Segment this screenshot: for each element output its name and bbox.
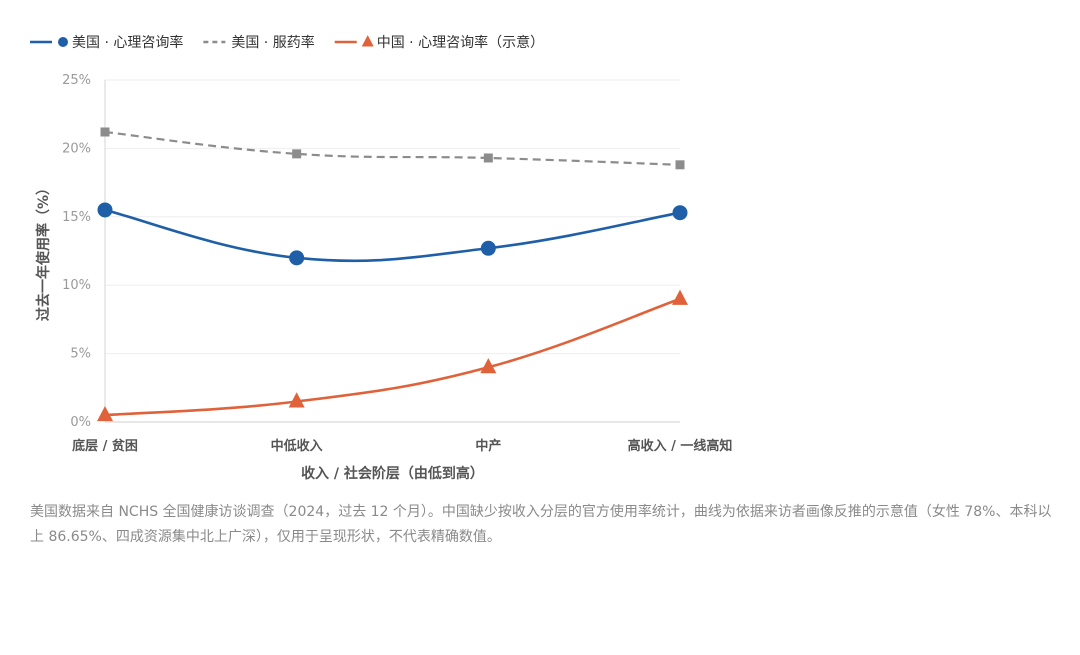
series-line-1 (104, 130, 681, 166)
y-tick-label: 5% (70, 347, 91, 362)
legend-marker-0 (58, 37, 68, 47)
data-point-series-0 (672, 205, 688, 221)
data-point-series-1 (675, 160, 685, 170)
data-point-series-2 (672, 289, 688, 305)
chart: 0% 5% 10% 15% 20% 25% 底层 / 贫困 中低收入 中产 高收入 / 一线高知收… (30, 34, 733, 482)
y-tick-label: 20% (62, 141, 91, 156)
series-line-2 (104, 297, 681, 417)
x-axis-title: 收入 / 社会阶层（由低到高） (301, 465, 484, 482)
footnote: 美国数据来自 NCHS 全国健康访谈调查（2024，过去 12 个月）。中国缺少… (30, 504, 1052, 545)
chart-svg: 0% 5% 10% 15% 20% 25% 底层 / 贫困 中低收入 中产 高收入 / 一线高知收… (30, 34, 733, 482)
data-point-series-2 (97, 405, 113, 422)
legend-label-0: 美国 · 心理咨询率 (72, 34, 183, 51)
data-point-series-0 (289, 250, 305, 266)
data-point-series-0 (97, 202, 113, 218)
data-point-series-1 (100, 127, 110, 137)
y-tick-label: 15% (62, 210, 91, 225)
x-tick-label: 中低收入 (271, 438, 323, 454)
legend-label-1: 美国 · 服药率 (231, 34, 314, 51)
data-point-series-2 (288, 392, 305, 408)
x-tick-label: 高收入 / 一线高知 (628, 438, 733, 454)
legend-marker-2 (361, 35, 374, 47)
x-tick-label: 底层 / 贫困 (72, 438, 138, 454)
y-tick-label: 10% (62, 278, 91, 293)
series-line-0 (104, 208, 681, 263)
data-point-series-1 (483, 153, 493, 163)
data-point-series-0 (480, 240, 496, 256)
y-axis-title: 过去一年使用率（%） (35, 181, 52, 321)
x-tick-label: 中产 (475, 438, 501, 454)
legend-label-2: 中国 · 心理咨询率（示意） (377, 34, 544, 51)
data-point-series-2 (480, 358, 497, 374)
y-tick-label: 25% (62, 73, 91, 88)
y-tick-label: 0% (70, 415, 91, 430)
data-point-series-1 (292, 149, 302, 159)
